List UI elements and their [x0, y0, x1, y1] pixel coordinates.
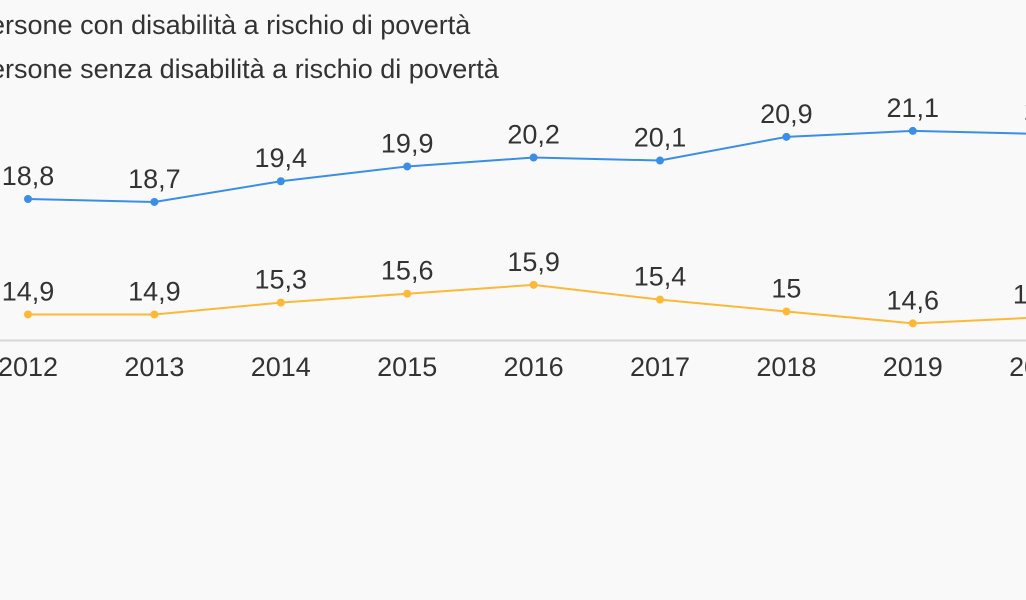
data-point[interactable] [656, 156, 664, 165]
x-tick-label: 2017 [630, 352, 690, 382]
legend-series-2[interactable]: Persone senza disabilità a rischio di po… [0, 54, 499, 84]
data-label: 15 [771, 273, 801, 303]
data-point[interactable] [150, 310, 159, 319]
data-point[interactable] [656, 295, 664, 304]
data-point[interactable] [908, 126, 917, 135]
data-label: 14,8 [1013, 279, 1026, 309]
data-point[interactable] [150, 197, 159, 206]
data-point[interactable] [782, 132, 791, 141]
data-point[interactable] [276, 298, 285, 307]
x-tick-label: 2012 [0, 352, 58, 382]
data-label: 19,9 [381, 128, 434, 158]
data-label: 15,4 [634, 262, 687, 292]
legend-series-1[interactable]: Persone con disabilità a rischio di pove… [0, 10, 471, 40]
data-point[interactable] [782, 307, 791, 316]
data-label: 20,9 [760, 99, 813, 129]
data-label: 21 [1024, 96, 1026, 126]
data-point[interactable] [529, 280, 538, 289]
data-label: 15,6 [381, 256, 434, 286]
data-point[interactable] [908, 319, 917, 328]
x-tick-label: 2015 [377, 352, 437, 382]
data-label: 20,2 [507, 120, 560, 150]
data-label: 15,3 [255, 265, 308, 295]
data-label: 18,7 [128, 164, 181, 194]
data-label: 14,9 [128, 276, 181, 306]
data-label: 19,4 [255, 143, 308, 173]
data-label: 15,9 [507, 247, 560, 277]
x-tick-label: 2016 [504, 352, 564, 382]
data-label: 18,8 [2, 161, 55, 191]
data-label: 14,6 [887, 285, 940, 315]
data-point[interactable] [276, 177, 285, 186]
data-point[interactable] [24, 195, 32, 203]
x-tick-label: 2018 [756, 352, 816, 382]
data-point[interactable] [24, 310, 32, 319]
x-tick-label: 2020 [1009, 352, 1026, 382]
data-point[interactable] [403, 289, 412, 298]
x-tick-label: 2014 [251, 352, 311, 382]
data-label: 21,1 [887, 93, 940, 123]
data-label: 14,9 [2, 276, 55, 306]
data-point[interactable] [403, 162, 412, 171]
data-label: 20,1 [634, 123, 687, 153]
x-tick-label: 2013 [124, 352, 184, 382]
data-point[interactable] [529, 153, 538, 162]
x-tick-label: 2019 [883, 352, 943, 382]
